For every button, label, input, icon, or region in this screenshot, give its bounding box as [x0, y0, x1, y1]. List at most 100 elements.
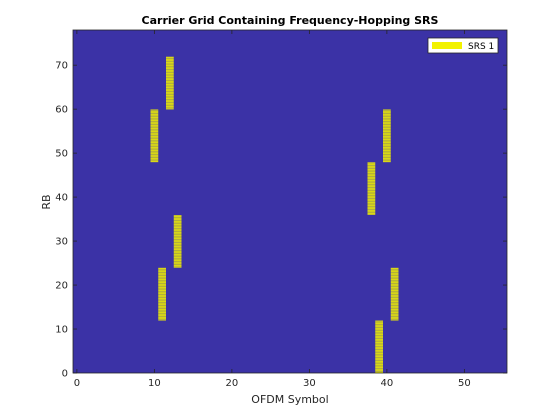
srs-subcarrier — [367, 195, 376, 196]
srs-subcarrier — [375, 364, 383, 366]
srs-subcarrier — [166, 63, 174, 64]
srs-subcarrier — [173, 229, 182, 231]
srs-subcarrier — [390, 316, 399, 317]
y-tick-label: 20 — [55, 281, 68, 292]
srs-subcarrier — [383, 130, 391, 132]
srs-subcarrier — [158, 289, 166, 291]
srs-subcarrier — [150, 110, 159, 112]
srs-subcarrier — [390, 287, 399, 289]
srs-subcarrier — [390, 307, 399, 309]
srs-subcarrier — [158, 319, 166, 321]
srs-subcarrier — [158, 305, 166, 307]
srs-subcarrier — [367, 162, 376, 163]
srs-subcarrier — [158, 317, 166, 319]
srs-subcarrier — [173, 240, 182, 242]
srs-subcarrier — [150, 135, 159, 137]
srs-subcarrier — [173, 237, 182, 238]
srs-subcarrier — [166, 97, 174, 99]
srs-subcarrier — [375, 371, 383, 372]
srs-subcarrier — [375, 341, 383, 343]
srs-subcarrier — [367, 203, 376, 204]
srs-subcarrier — [150, 131, 159, 133]
srs-subcarrier — [158, 306, 166, 308]
srs-subcarrier — [367, 193, 376, 195]
srs-subcarrier — [150, 157, 159, 159]
srs-subcarrier — [173, 222, 182, 223]
srs-subcarrier — [390, 272, 399, 274]
srs-subcarrier — [158, 300, 166, 301]
srs-subcarrier — [150, 132, 159, 133]
srs-subcarrier — [367, 207, 376, 209]
srs-subcarrier — [383, 161, 391, 163]
srs-subcarrier — [375, 365, 383, 366]
srs-subcarrier — [158, 275, 166, 276]
srs-subcarrier — [367, 197, 376, 199]
srs-subcarrier — [166, 64, 174, 66]
srs-subcarrier — [150, 155, 159, 157]
srs-subcarrier — [390, 274, 399, 276]
srs-subcarrier — [375, 353, 383, 355]
srs-subcarrier — [375, 347, 383, 349]
srs-subcarrier — [173, 259, 182, 261]
srs-subcarrier — [173, 223, 182, 225]
srs-subcarrier — [173, 247, 182, 248]
srs-subcarrier — [158, 283, 166, 285]
srs-subcarrier — [173, 261, 182, 262]
srs-subcarrier — [367, 204, 376, 205]
srs-subcarrier — [383, 152, 391, 153]
srs-subcarrier — [158, 273, 166, 275]
srs-subcarrier — [150, 115, 159, 116]
srs-subcarrier — [158, 272, 166, 274]
srs-subcarrier — [158, 284, 166, 286]
srs-subcarrier — [166, 87, 174, 89]
srs-subcarrier — [166, 71, 174, 73]
srs-subcarrier — [158, 303, 166, 304]
srs-subcarrier — [158, 289, 166, 290]
srs-subcarrier — [150, 128, 159, 130]
srs-subcarrier — [158, 298, 166, 300]
srs-subcarrier — [375, 334, 383, 336]
srs-subcarrier — [158, 278, 166, 280]
srs-subcarrier — [166, 108, 174, 109]
srs-subcarrier — [383, 160, 391, 161]
srs-subcarrier — [166, 78, 174, 80]
srs-subcarrier — [173, 266, 182, 267]
srs-subcarrier — [150, 160, 159, 162]
srs-subcarrier — [367, 206, 376, 207]
srs-subcarrier — [166, 89, 174, 91]
srs-subcarrier — [173, 215, 182, 217]
srs-subcarrier — [158, 291, 166, 292]
srs-subcarrier — [158, 270, 166, 271]
srs-subcarrier — [383, 147, 391, 149]
srs-subcarrier — [150, 119, 159, 121]
srs-subcarrier — [367, 178, 376, 180]
srs-subcarrier — [150, 138, 159, 139]
srs-subcarrier — [390, 293, 399, 295]
srs-subcarrier — [166, 88, 174, 90]
srs-subcarrier — [150, 141, 159, 142]
srs-subcarrier — [166, 75, 174, 76]
srs-subcarrier — [158, 297, 166, 299]
srs-subcarrier — [375, 367, 383, 369]
srs-subcarrier — [367, 184, 376, 185]
srs-subcarrier — [166, 67, 174, 68]
srs-subcarrier — [367, 173, 376, 174]
srs-subcarrier — [173, 241, 182, 243]
srs-subcarrier — [150, 143, 159, 145]
x-tick-label: 50 — [458, 378, 471, 389]
srs-subcarrier — [150, 154, 159, 155]
plot-area — [73, 30, 507, 374]
srs-subcarrier — [383, 125, 391, 127]
srs-subcarrier — [150, 130, 159, 132]
srs-subcarrier — [367, 181, 376, 182]
srs-subcarrier — [390, 300, 399, 301]
srs-subcarrier — [375, 322, 383, 324]
srs-subcarrier — [390, 272, 399, 273]
srs-subcarrier — [383, 141, 391, 143]
srs-subcarrier — [158, 272, 166, 273]
srs-subcarrier — [383, 133, 391, 135]
srs-subcarrier — [173, 237, 182, 239]
srs-subcarrier — [173, 218, 182, 220]
srs-subcarrier — [383, 151, 391, 152]
